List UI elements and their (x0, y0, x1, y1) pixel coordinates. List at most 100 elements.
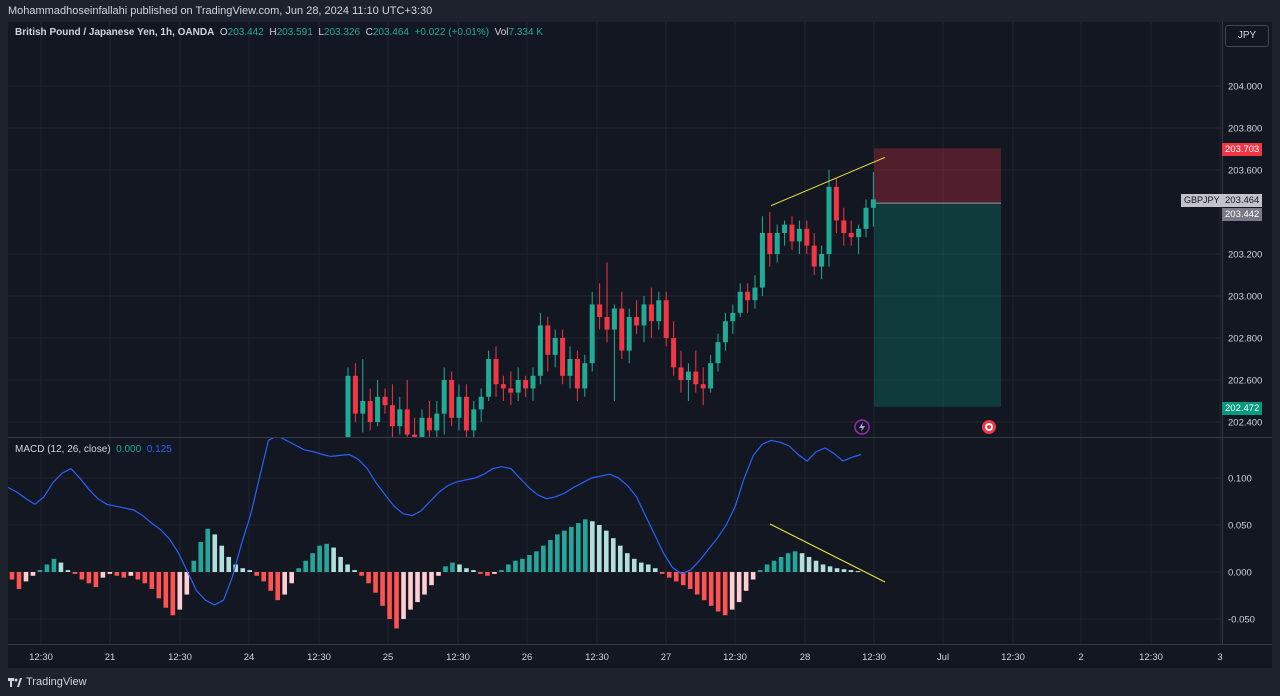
macd-hist-bar (813, 560, 819, 572)
macd-tick-label: 0.050 (1228, 521, 1252, 532)
macd-hist-bar (583, 519, 588, 572)
candle-body (671, 338, 677, 368)
close-label: C (365, 27, 373, 38)
macd-tick-label: 0.000 (1228, 568, 1252, 579)
candle-body (530, 375, 536, 389)
candle-body (552, 338, 558, 355)
brand-logo[interactable]: TradingView (8, 676, 87, 688)
candle-body (508, 388, 514, 393)
candle-body (841, 220, 847, 233)
candle-body (826, 186, 832, 254)
macd-hist-bar (617, 545, 623, 572)
macd-line-value: 0.125 (146, 444, 172, 455)
macd-hist-bar (72, 572, 78, 574)
x-tick-label: 21 (105, 652, 116, 663)
macd-title: MACD (12, 26, close) (15, 444, 111, 455)
macd-hist-bar (631, 558, 637, 572)
macd-hist-bar (555, 534, 560, 572)
macd-hist-bar (855, 571, 861, 573)
candle-body (811, 245, 817, 267)
x-tick-label: 25 (383, 652, 394, 663)
high-value: 203.591 (276, 27, 313, 38)
macd-hist-bar (827, 566, 833, 572)
x-tick-label: 12:30 (723, 652, 747, 663)
candle-body (648, 304, 654, 322)
x-tick-label: 26 (522, 652, 533, 663)
candle-body (345, 375, 351, 437)
candle-body (619, 308, 625, 351)
low-label: L (318, 27, 324, 38)
macd-hist-bar (163, 572, 169, 608)
x-tick-label: 12:30 (1139, 652, 1163, 663)
macd-hist-bar (338, 556, 343, 572)
candle-body (574, 359, 580, 389)
x-tick-label: 12:30 (307, 652, 331, 663)
macd-hist-bar (331, 547, 336, 572)
price-tick-label: 202.400 (1228, 418, 1262, 429)
macd-hist-bar (135, 572, 141, 580)
macd-hist-bar (534, 551, 539, 572)
currency-button[interactable]: JPY (1225, 25, 1269, 47)
macd-hist-bar (23, 572, 29, 582)
macd-tick-label: -0.050 (1228, 615, 1255, 626)
macd-hist-bar (212, 534, 218, 572)
candle-body (611, 308, 617, 330)
candle-body (863, 207, 869, 229)
macd-hist-bar (352, 570, 357, 572)
macd-hist-bar (638, 562, 644, 572)
candle-body (486, 359, 492, 397)
x-tick-label: 3 (1217, 652, 1222, 663)
macd-hist-bar (820, 564, 826, 572)
macd-hist-bar (834, 568, 840, 572)
macd-hist-bar (345, 564, 350, 572)
candle-body (382, 396, 388, 406)
macd-legend: MACD (12, 26, close) 0.000 0.125 (15, 444, 172, 455)
macd-hist-bar (645, 564, 651, 572)
chart-canvas[interactable]: 12:30 21 12:30 24 12:30 25 12:30 26 12:30 27 12:30… (0, 0, 1280, 668)
candle-body (545, 325, 551, 355)
macd-hist-bar (443, 566, 448, 572)
candle-body (774, 233, 780, 254)
candle-body (456, 396, 462, 418)
macd-hist-bar (666, 572, 672, 578)
macd-hist-bar (408, 572, 413, 610)
candle-body (567, 359, 573, 376)
macd-hist-bar (324, 543, 329, 572)
macd-hist-bar (65, 570, 71, 572)
candle-body (441, 380, 447, 414)
macd-hist-bar (422, 572, 427, 595)
macd-hist-bar (93, 572, 99, 588)
x-tick-label: 27 (661, 652, 672, 663)
macd-line (8, 438, 862, 606)
macd-hist-bar (205, 528, 211, 572)
lightning-icon-ring (854, 419, 870, 435)
macd-hist-bar (576, 523, 581, 572)
candle-body (819, 254, 825, 267)
macd-hist-bar (170, 572, 176, 616)
price-tick-label: 203.800 (1228, 124, 1262, 135)
macd-hist-bar (268, 572, 273, 591)
chart-pane[interactable] (8, 22, 1272, 668)
x-tick-label: Jul (937, 652, 949, 663)
candle-body (796, 228, 802, 242)
candle-body (656, 300, 662, 322)
macd-hist-bar (673, 572, 679, 582)
candle-body (685, 371, 691, 380)
volume-value: 7.334 K (508, 27, 544, 38)
macd-hist-bar (366, 572, 371, 584)
macd-hist-bar (708, 572, 714, 606)
candle-body (537, 325, 543, 376)
candle-body (597, 304, 603, 317)
candle-body (419, 417, 425, 437)
stop-price-tag: 203.703 (1222, 143, 1263, 156)
macd-hist-bar (778, 556, 784, 572)
candle-body (500, 384, 506, 389)
x-tick-label: 12:30 (29, 652, 53, 663)
candle-body (663, 300, 669, 338)
candles-group (345, 156, 885, 437)
macd-hist-bar (16, 572, 22, 589)
macd-hist-bar (652, 568, 658, 572)
candle-body (389, 405, 395, 427)
x-tick-label: 12:30 (862, 652, 886, 663)
x-tick-label: 12:30 (168, 652, 192, 663)
